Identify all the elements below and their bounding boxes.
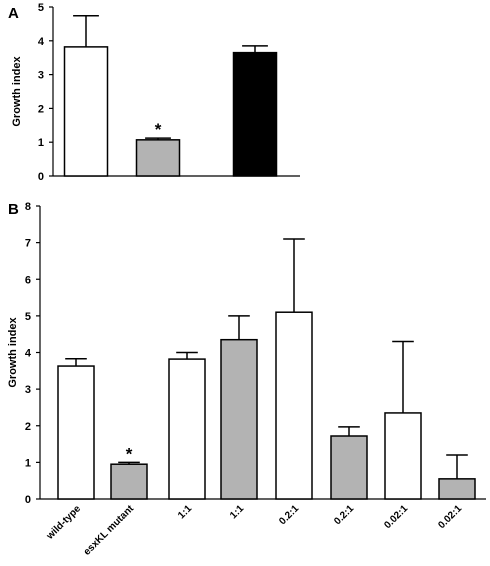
panel-a-bar	[232, 51, 278, 177]
panel-b-category-label: 0.02:1	[436, 503, 464, 531]
panel-b-bar	[168, 358, 206, 500]
panel-a-y-tick-label: 2	[38, 103, 44, 115]
panel-b-category-label: 0.2:1	[332, 503, 356, 527]
panel-a-y-tick-label: 3	[38, 70, 44, 82]
panel-b-y-tick-label: 8	[25, 201, 31, 213]
panel-a-y-tick-label: 0	[38, 171, 44, 183]
panel-b-bar	[438, 478, 476, 500]
panel-b-significance-marker: *	[126, 444, 133, 463]
panel-b-category-label: 0.02:1	[382, 503, 410, 531]
panel-b-y-tick-label: 4	[25, 348, 32, 360]
panel-a-y-axis-title: Growth index	[11, 55, 23, 126]
panel-b-category-label: wild-type	[44, 503, 83, 542]
panel-a-significance-marker: *	[155, 120, 162, 139]
panel-b-y-tick-label: 0	[25, 494, 31, 506]
panel-b-y-tick-label: 1	[25, 457, 31, 469]
panel-b-category-label: 1:1	[176, 503, 194, 521]
panel-b-y-tick-label: 7	[25, 238, 31, 250]
panel-b-bar	[57, 365, 95, 500]
panel-a-y-tick-label: 1	[38, 137, 44, 149]
panel-b-bar	[330, 435, 368, 500]
panel-a-y-tick-label: 5	[38, 2, 44, 14]
panel-b-bar	[110, 463, 148, 500]
panel-b-y-tick-label: 5	[25, 311, 31, 323]
panel-b-bar	[220, 338, 258, 500]
panel-b-y-tick-label: 6	[25, 274, 31, 286]
panel-b-category-label: 0.2:1	[277, 503, 301, 527]
panel-b-y-tick-label: 2	[25, 421, 31, 433]
panel-a-bar	[63, 46, 109, 177]
panel-b-category-label: esxKL mutant	[82, 503, 137, 558]
panel-b-bar	[275, 311, 313, 500]
panel-b-y-tick-label: 3	[25, 384, 31, 396]
panel-b-category-label: 1:1	[228, 503, 246, 521]
panel-a-bar	[135, 139, 181, 177]
panel-b-label: B	[8, 201, 19, 218]
panel-a-y-tick-label: 4	[38, 36, 45, 48]
panel-b-bar	[384, 412, 422, 500]
panel-b-y-axis-title: Growth index	[7, 316, 19, 387]
panel-a-label: A	[8, 5, 19, 22]
